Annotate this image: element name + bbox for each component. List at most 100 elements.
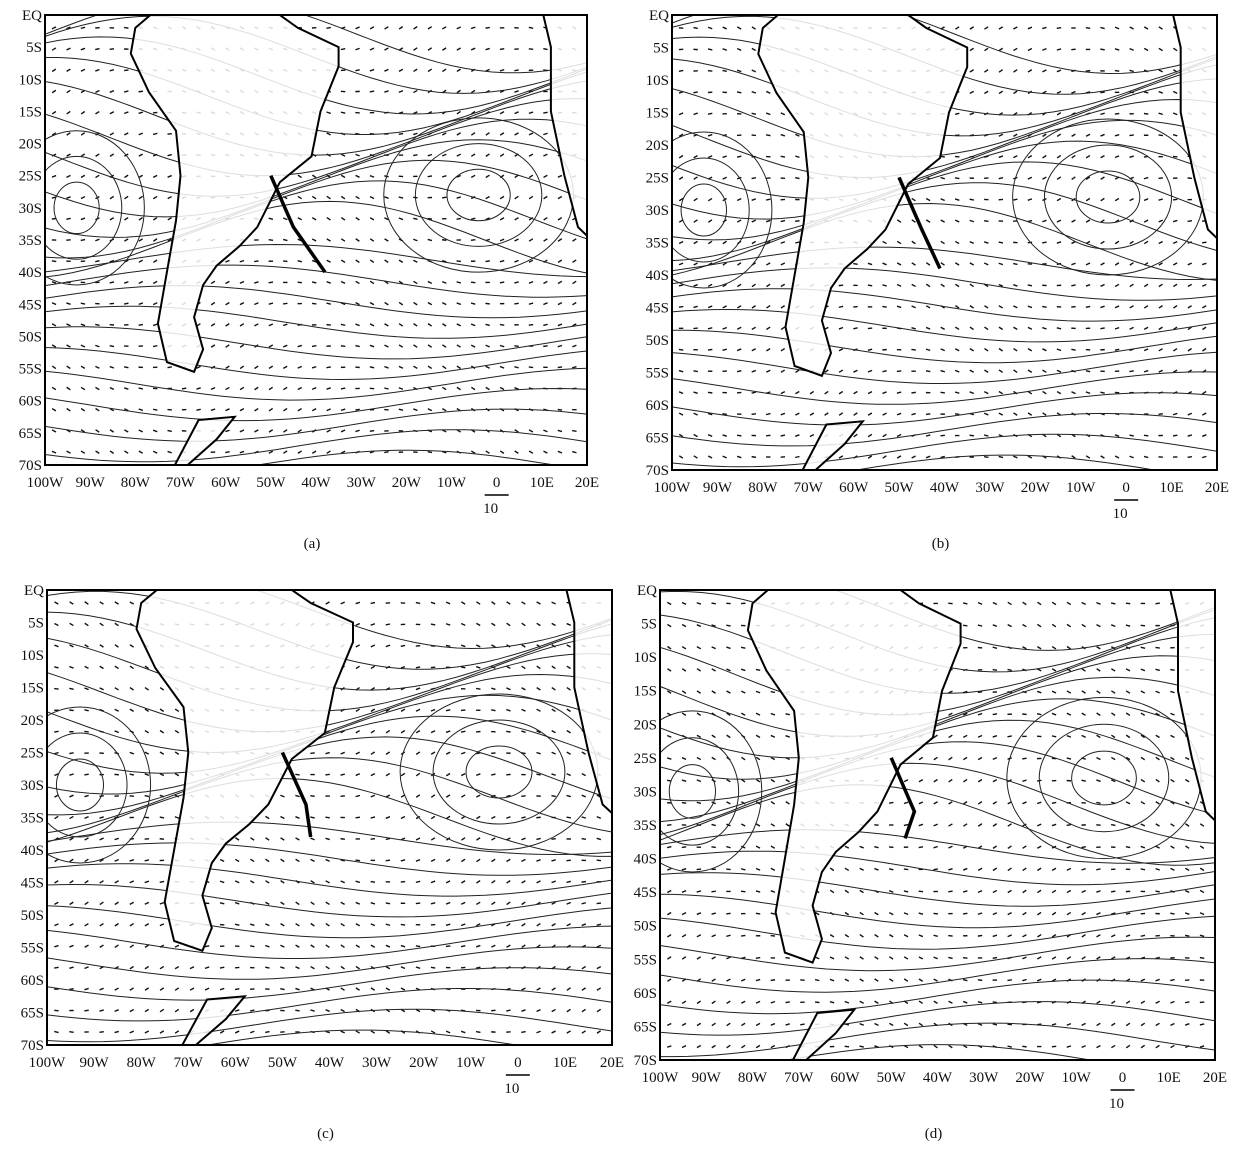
wind-vector bbox=[1130, 49, 1134, 51]
wind-vector bbox=[461, 902, 465, 904]
wind-vector bbox=[81, 366, 85, 368]
wind-vector bbox=[115, 666, 119, 668]
wind-vector bbox=[370, 48, 374, 50]
wind-vector bbox=[948, 936, 952, 937]
wind-vector bbox=[1097, 691, 1101, 693]
streamline bbox=[660, 851, 1215, 885]
wind-vector bbox=[984, 91, 988, 93]
wind-vector bbox=[723, 241, 727, 243]
wind-vector bbox=[597, 988, 601, 990]
wind-vector bbox=[311, 924, 315, 926]
lat-label: 15S bbox=[21, 681, 44, 697]
wind-vector bbox=[1096, 758, 1100, 760]
wind-vector bbox=[934, 1045, 938, 1047]
wind-vector bbox=[416, 773, 420, 775]
lon-label: 10E bbox=[530, 475, 554, 491]
lon-label: 20E bbox=[1205, 480, 1229, 496]
wind-vector bbox=[356, 774, 360, 776]
wind-vector bbox=[1086, 28, 1090, 29]
wind-vector bbox=[868, 456, 872, 458]
wind-vector bbox=[949, 779, 953, 781]
wind-vector bbox=[52, 48, 56, 50]
wind-vector bbox=[978, 714, 982, 715]
wind-vector bbox=[1185, 780, 1189, 782]
wind-vector bbox=[341, 1009, 345, 1011]
wind-vector bbox=[1144, 27, 1148, 29]
wind-vector bbox=[875, 913, 879, 915]
wind-vector bbox=[529, 303, 533, 304]
wind-vector bbox=[1129, 70, 1133, 71]
wind-vector bbox=[551, 839, 555, 840]
wind-vector bbox=[537, 666, 541, 668]
wind-vector bbox=[240, 282, 244, 284]
isobar bbox=[1039, 724, 1169, 831]
wind-vector bbox=[723, 177, 727, 179]
wind-vector bbox=[401, 667, 405, 668]
wind-vector bbox=[1042, 349, 1046, 351]
wind-vector bbox=[431, 816, 435, 818]
wind-vector bbox=[205, 967, 209, 968]
wind-vector bbox=[269, 324, 273, 326]
wind-vector bbox=[552, 988, 556, 990]
wind-vector bbox=[110, 388, 114, 390]
lon-label: 10E bbox=[1157, 1070, 1181, 1086]
wind-vector bbox=[416, 967, 420, 968]
wind-vector bbox=[712, 824, 716, 825]
wind-vector bbox=[1115, 71, 1119, 72]
wind-vector bbox=[153, 346, 157, 347]
wind-vector bbox=[529, 175, 533, 177]
lon-label: 80W bbox=[738, 1070, 768, 1086]
wind-vector bbox=[52, 345, 56, 347]
wind-vector bbox=[708, 306, 712, 308]
wind-vector bbox=[766, 199, 770, 200]
wind-vector bbox=[67, 69, 71, 71]
wind-vector bbox=[771, 802, 775, 804]
wind-vector bbox=[1130, 27, 1134, 29]
wind-vector bbox=[919, 979, 923, 981]
wind-vector bbox=[254, 261, 258, 262]
wind-vector bbox=[491, 645, 495, 647]
wind-vector bbox=[54, 902, 58, 904]
wind-vector bbox=[55, 602, 59, 604]
wind-vector bbox=[948, 957, 952, 958]
wind-vector bbox=[355, 409, 359, 410]
wind-vector bbox=[356, 945, 360, 947]
wind-vector bbox=[1126, 780, 1130, 782]
wind-vector bbox=[860, 846, 864, 848]
wind-vector bbox=[1101, 241, 1105, 243]
lon-label: 60W bbox=[830, 1070, 860, 1086]
wind-vector bbox=[1028, 27, 1032, 29]
wind-vector bbox=[723, 349, 727, 350]
streamline bbox=[660, 873, 1215, 907]
wind-vector bbox=[970, 91, 974, 93]
wind-vector bbox=[1057, 155, 1061, 157]
wind-vector bbox=[984, 242, 988, 243]
wind-vector bbox=[723, 456, 727, 458]
wind-vector bbox=[476, 859, 480, 861]
wind-vector bbox=[115, 645, 119, 647]
wind-vector bbox=[54, 689, 58, 690]
wind-vector bbox=[486, 133, 490, 135]
wind-vector bbox=[1101, 198, 1105, 200]
wind-vector bbox=[795, 456, 799, 457]
wind-vector bbox=[537, 924, 541, 926]
wind-vector bbox=[1008, 625, 1012, 627]
wind-vector bbox=[1202, 435, 1206, 437]
wind-vector bbox=[1202, 327, 1206, 329]
lon-label: 50W bbox=[268, 1055, 298, 1071]
map-panel: EQ5S10S15S20S25S30S35S40S45S50S55S60S65S… bbox=[636, 0, 1229, 552]
wind-vector bbox=[476, 1032, 480, 1033]
wind-vector bbox=[283, 451, 287, 453]
wind-vector bbox=[431, 752, 435, 754]
wind-vector bbox=[1057, 392, 1061, 394]
wind-vector bbox=[85, 838, 89, 840]
wind-vector bbox=[283, 430, 287, 432]
wind-vector bbox=[1173, 156, 1177, 157]
wind-vector bbox=[766, 349, 770, 351]
wind-vector bbox=[781, 242, 785, 243]
wind-vector bbox=[240, 261, 244, 262]
wind-vector bbox=[1200, 935, 1204, 936]
wind-vector bbox=[693, 371, 697, 372]
wind-vector bbox=[1159, 135, 1163, 136]
wind-vector bbox=[993, 824, 997, 826]
